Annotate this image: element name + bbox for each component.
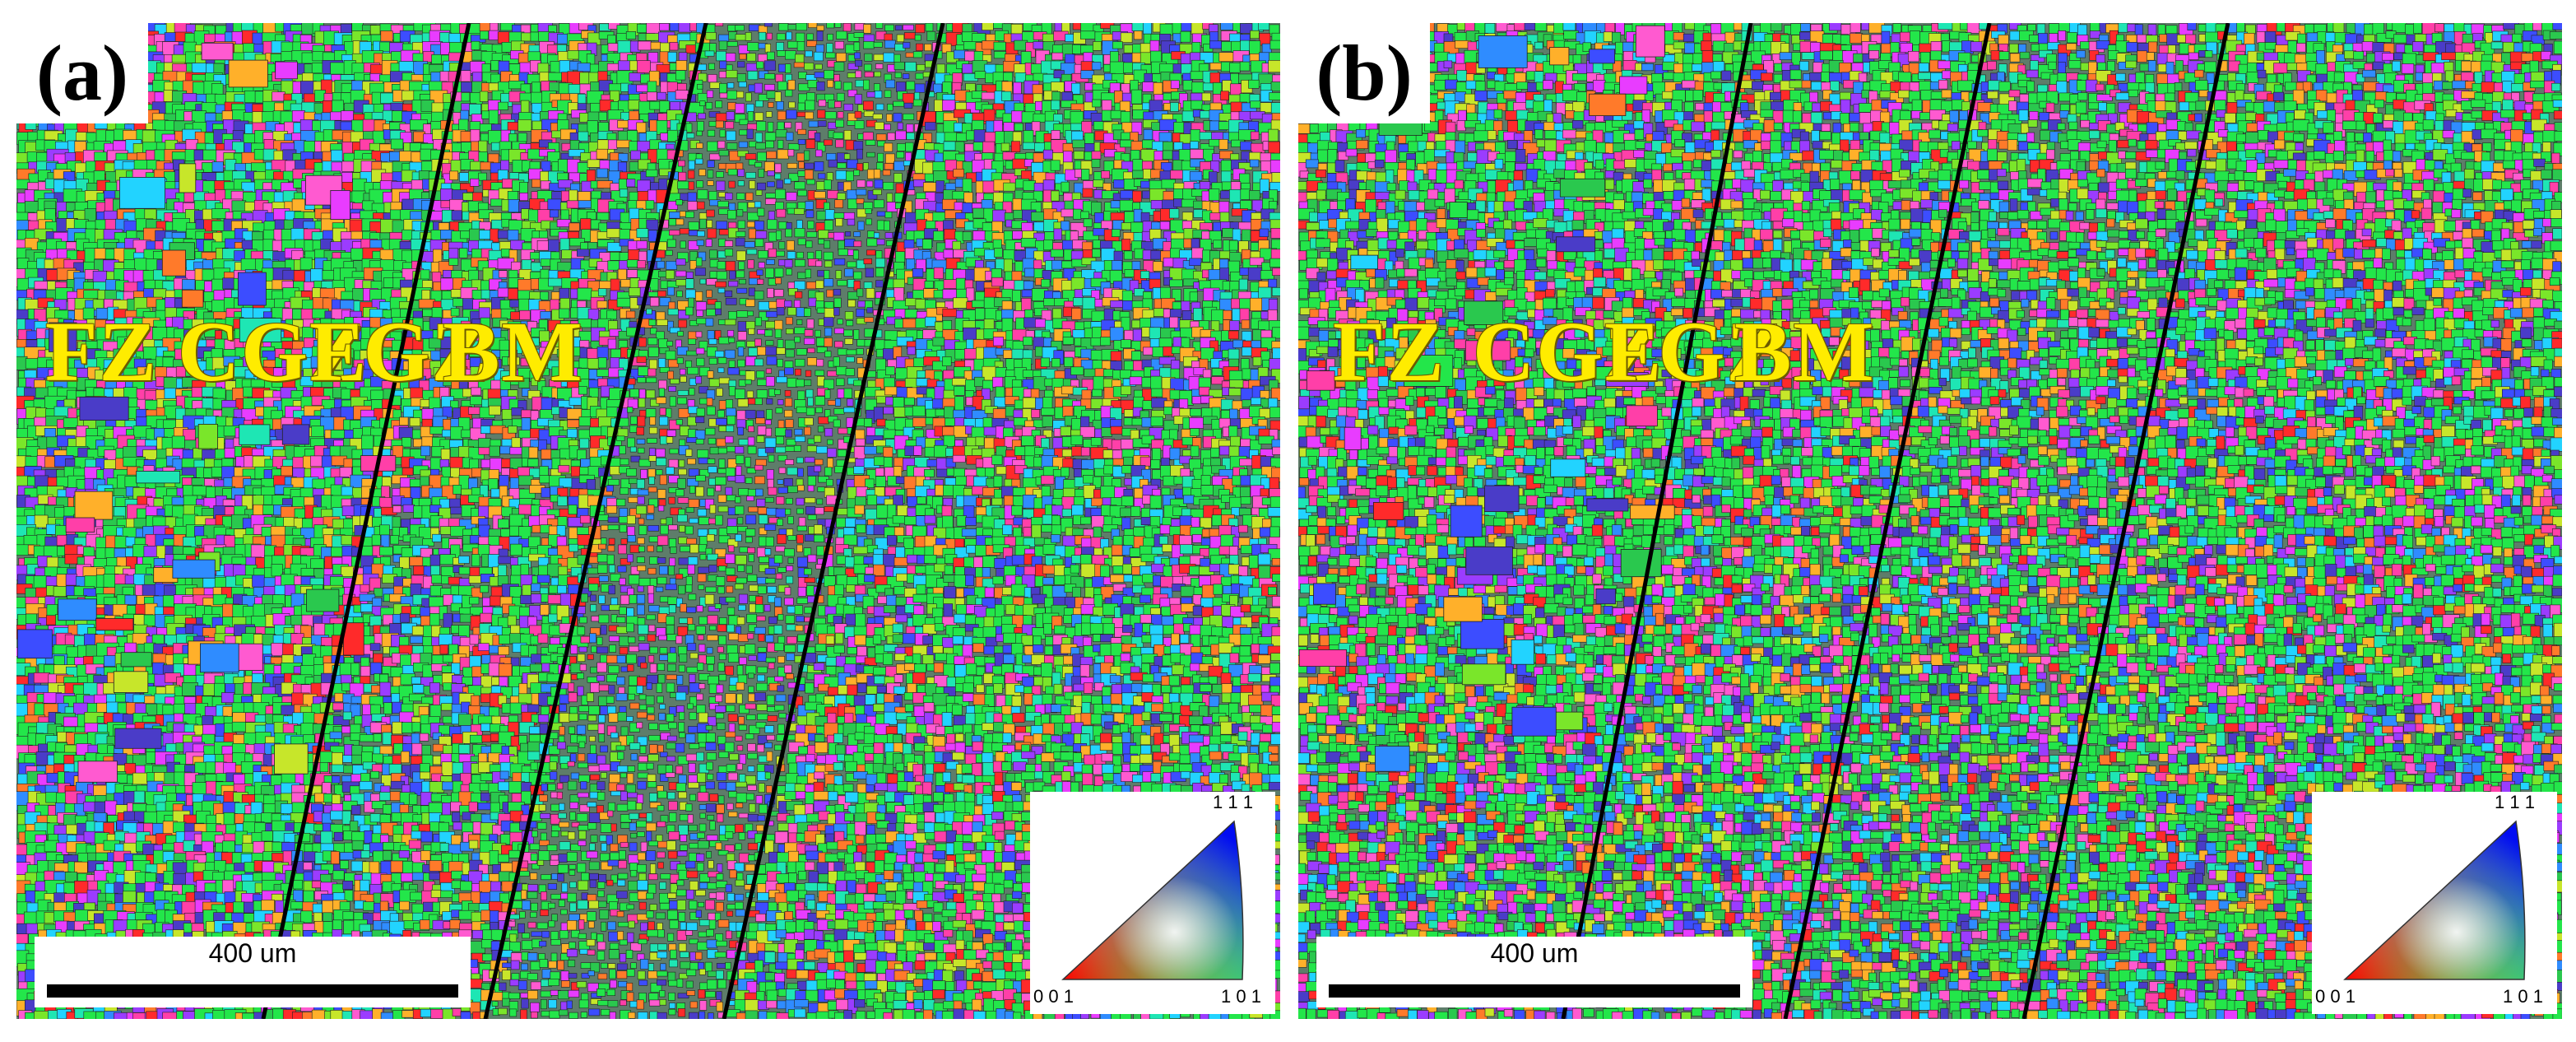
ipf-color-legend-a: 1 1 1 0 0 1 1 0 1 — [1030, 792, 1275, 1014]
zone-label-fgz: FGZ — [1604, 303, 1785, 401]
scale-bar-label: 400 um — [35, 938, 471, 969]
panel-label-a: (a) — [16, 23, 148, 123]
zone-label-cgz: CGZ — [178, 303, 368, 401]
panel-label-b: (b) — [1298, 23, 1430, 123]
ipf-color-legend-b: 1 1 1 0 0 1 1 0 1 — [2312, 792, 2557, 1014]
scale-bar-line — [47, 984, 458, 998]
zone-label-bm: BM — [443, 303, 584, 401]
scale-bar-b: 400 um — [1316, 937, 1752, 1007]
legend-label-101: 1 0 1 — [1221, 986, 1261, 1007]
legend-label-101: 1 0 1 — [2503, 986, 2543, 1007]
scale-bar-a: 400 um — [35, 937, 471, 1007]
ipf-triangle-a — [1061, 820, 1244, 980]
ipf-triangle-b — [2343, 820, 2526, 980]
zone-boundary-line-3 — [722, 23, 945, 1019]
zone-label-fz: FZ — [45, 303, 158, 401]
scale-bar-label: 400 um — [1316, 938, 1752, 969]
zone-label-cgz: CGZ — [1473, 303, 1663, 401]
zone-label-fz: FZ — [1333, 303, 1446, 401]
zone-label-fgz: FGZ — [309, 303, 490, 401]
legend-label-111: 1 1 1 — [1213, 792, 1253, 813]
grain-map-a — [16, 23, 1280, 1019]
zone-boundary-line-2 — [1783, 23, 1992, 1019]
zone-boundary-line-2 — [483, 23, 708, 1019]
zone-boundary-line-3 — [2021, 23, 2230, 1019]
zone-boundary-line-1 — [261, 23, 471, 1019]
legend-label-001: 0 0 1 — [1033, 986, 1074, 1007]
ebsd-map-panel-a: (a) FZ CGZ FGZ BM 400 um 1 1 1 — [16, 23, 1280, 1019]
zone-boundary-line-1 — [1561, 23, 1753, 1019]
legend-label-001: 0 0 1 — [2315, 986, 2356, 1007]
scale-bar-line — [1329, 984, 1740, 998]
legend-label-111: 1 1 1 — [2495, 792, 2535, 813]
zone-label-bm: BM — [1734, 303, 1876, 401]
ebsd-map-panel-b: (b) FZ CGZ FGZ BM 400 um 1 1 1 — [1298, 23, 2562, 1019]
